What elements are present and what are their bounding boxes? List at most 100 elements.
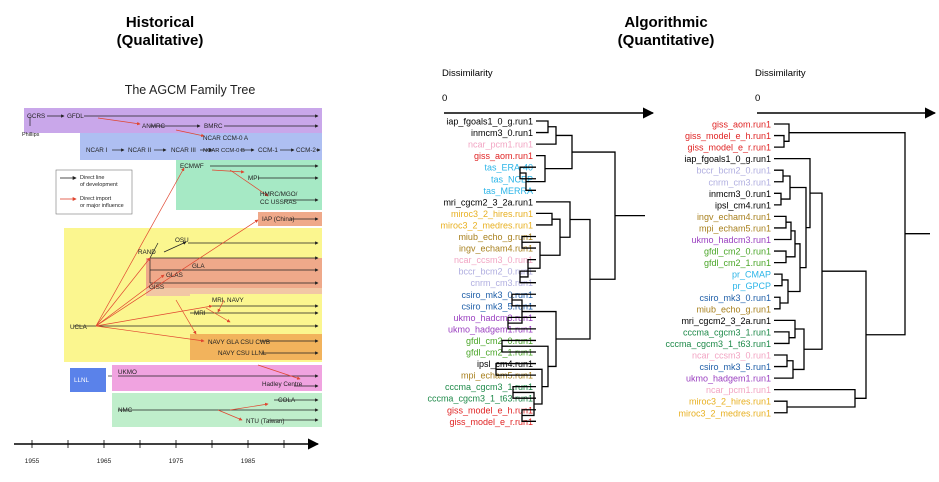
node-rand: RAND — [138, 249, 156, 256]
d2-branch — [788, 243, 801, 293]
d2-leaf-label: inmcm3_0.run1 — [709, 189, 771, 199]
d2-leaf-label: giss_model_e_h.run1 — [685, 131, 771, 141]
d2-branch — [774, 250, 787, 264]
d2-leaf-label: ingv_echam4.run1 — [697, 212, 771, 222]
node-ecmwf: ECMWF — [180, 163, 204, 170]
node-gcrs: GCRS — [27, 113, 45, 120]
d2-branch — [780, 279, 789, 304]
node-ncar-ccm0a: NCAR CCM-0 A — [203, 135, 249, 142]
d2-branch — [774, 331, 790, 345]
band-ncar — [80, 133, 322, 160]
tree-legend — [55, 169, 133, 215]
d2-leaf-label: bccr_bcm2_0.run1 — [696, 166, 771, 176]
d2-branch — [774, 192, 782, 206]
d1-leaf-label: tas_MERRA — [483, 186, 533, 196]
d2-leaf-label: ncar_pcm1.run1 — [706, 385, 771, 395]
algorithmic-title: Algorithmic — [624, 14, 708, 31]
agcm-family-tree: The AGCM Family Tree Direct line of deve… — [14, 83, 322, 465]
legend-import-line1: Direct import — [80, 196, 112, 202]
legend-import-line2: or major influence — [80, 203, 124, 209]
d2-leaf-label: cccma_cgcm3_1.run1 — [683, 327, 771, 337]
dendrogram-algorithmic: Dissimilarity 0 giss_aom.run1giss_model_… — [665, 68, 937, 418]
node-llnl: LLNL — [74, 377, 90, 384]
d1-leaf-label: csiro_mk3_5.run1 — [461, 301, 533, 311]
node-gla: GLA — [192, 263, 205, 270]
d2-leaf-label: csiro_mk3_0.run1 — [699, 293, 771, 303]
d1-leaf-label: miroc3_2_hires.run1 — [451, 209, 533, 219]
d2-branch — [790, 186, 807, 269]
node-hmrc-line1: HMRC/MGO/ — [260, 191, 298, 198]
node-ncar1: NCAR I — [86, 147, 108, 154]
band-gfdl — [24, 108, 322, 133]
d1-leaf-label: miroc3_2_medres.run1 — [440, 220, 533, 230]
d1-branch — [536, 120, 549, 134]
d2-branch — [774, 221, 792, 241]
d1-axis-zero: 0 — [442, 93, 447, 104]
d2-leaf-label: mpi_echam5.run1 — [699, 223, 771, 233]
node-nmc: NMC — [118, 407, 133, 414]
d1-leaf-label: giss_model_e_r.run1 — [449, 417, 533, 427]
node-hmrc-line2: CC USSRAS — [260, 199, 297, 206]
node-osu: OSU — [175, 237, 189, 244]
node-ncar-ccm0b: NCAR CCM-0 B — [203, 148, 245, 154]
d1-leaf-label: ncar_pcm1.run1 — [468, 140, 533, 150]
node-mpi: MPI — [248, 175, 259, 182]
d2-leaf-label: ukmo_hadgem1.run1 — [686, 374, 771, 384]
d2-leaf-label: iap_fgoals1_0_g.run1 — [684, 154, 771, 164]
axis-year-0: 1955 — [25, 458, 40, 465]
node-mri-navy: MRI, NAVY — [212, 297, 245, 304]
d1-leaf-label: tas_ERA-40 — [484, 163, 533, 173]
d1-leaf-label: inmcm3_0.run1 — [471, 128, 533, 138]
d1-leaf-label: bccr_bcm2_0.run1 — [458, 267, 533, 277]
d2-branch — [774, 215, 787, 229]
node-navy-csu: NAVY CSU LLNL — [218, 350, 267, 357]
d1-leaf-label: mri_cgcm2_3_2a.run1 — [443, 197, 533, 207]
d2-branch — [774, 296, 781, 310]
d1-leaf-label: cccma_cgcm3_1_t63.run1 — [427, 394, 533, 404]
d1-leaf-label: csiro_mk3_0.run1 — [461, 290, 533, 300]
band-ecmwf — [176, 160, 322, 210]
d1-leaf-label: giss_aom.run1 — [474, 151, 533, 161]
d2-leaf-label: ukmo_hadcm3.run1 — [691, 235, 771, 245]
band-navy — [190, 334, 322, 360]
node-ukmo: UKMO — [118, 369, 137, 376]
d2-branch — [804, 192, 823, 350]
d1-branch — [536, 126, 557, 145]
node-hadley: Hadley Centre — [262, 381, 303, 388]
d1-leaf-label: cccma_cgcm3_1.run1 — [445, 382, 533, 392]
d2-branch — [774, 123, 790, 142]
node-giss: GISS — [149, 284, 164, 291]
d2-leaf-label: giss_model_e_r.run1 — [687, 143, 771, 153]
d1-leaf-label: ncar_ccsm3_0.run1 — [454, 255, 533, 265]
tree-time-axis: 1955 1965 1975 1985 — [14, 438, 320, 465]
d2-branch — [774, 400, 788, 414]
d1-branch — [536, 212, 553, 226]
node-gfdl: GFDL — [67, 113, 84, 120]
d2-leaf-label: miroc3_2_hires.run1 — [689, 397, 771, 407]
d1-leaf-label: gfdl_cm2_1.run1 — [466, 348, 533, 358]
node-mri: MRI — [194, 310, 206, 317]
algorithmic-subtitle: (Quantitative) — [617, 32, 715, 49]
d1-branch — [545, 134, 573, 170]
d2-leaf-label: gfdl_cm2_0.run1 — [704, 247, 771, 257]
d2-axis-label: Dissimilarity — [755, 68, 806, 79]
d2-branch — [774, 169, 784, 183]
legend-direct-line2: of development — [80, 182, 118, 188]
d2-leaf-label: csiro_mk3_5.run1 — [699, 362, 771, 372]
node-ntu: NTU (Taiwan) — [246, 418, 285, 425]
node-ucla: UCLA — [70, 324, 88, 331]
d2-branch — [774, 389, 856, 408]
d1-leaf-label: ukmo_hadcm3.run1 — [453, 313, 533, 323]
d2-leaf-label: cnrm_cm3.run1 — [708, 177, 771, 187]
axis-year-2: 1975 — [169, 458, 184, 465]
axis-year-1: 1965 — [97, 458, 112, 465]
band-mri — [190, 294, 322, 320]
node-glas: GLAS — [166, 272, 183, 279]
d2-leaf-label: mri_cgcm2_3_2a.run1 — [681, 316, 771, 326]
node-iap: IAP (China) — [262, 216, 294, 223]
d1-leaf-label: tas_NCEP — [491, 174, 533, 184]
d2-leaf-label: miroc3_2_medres.run1 — [678, 408, 771, 418]
axis-year-3: 1985 — [241, 458, 256, 465]
d2-leaf-label: pr_CMAP — [732, 270, 771, 280]
